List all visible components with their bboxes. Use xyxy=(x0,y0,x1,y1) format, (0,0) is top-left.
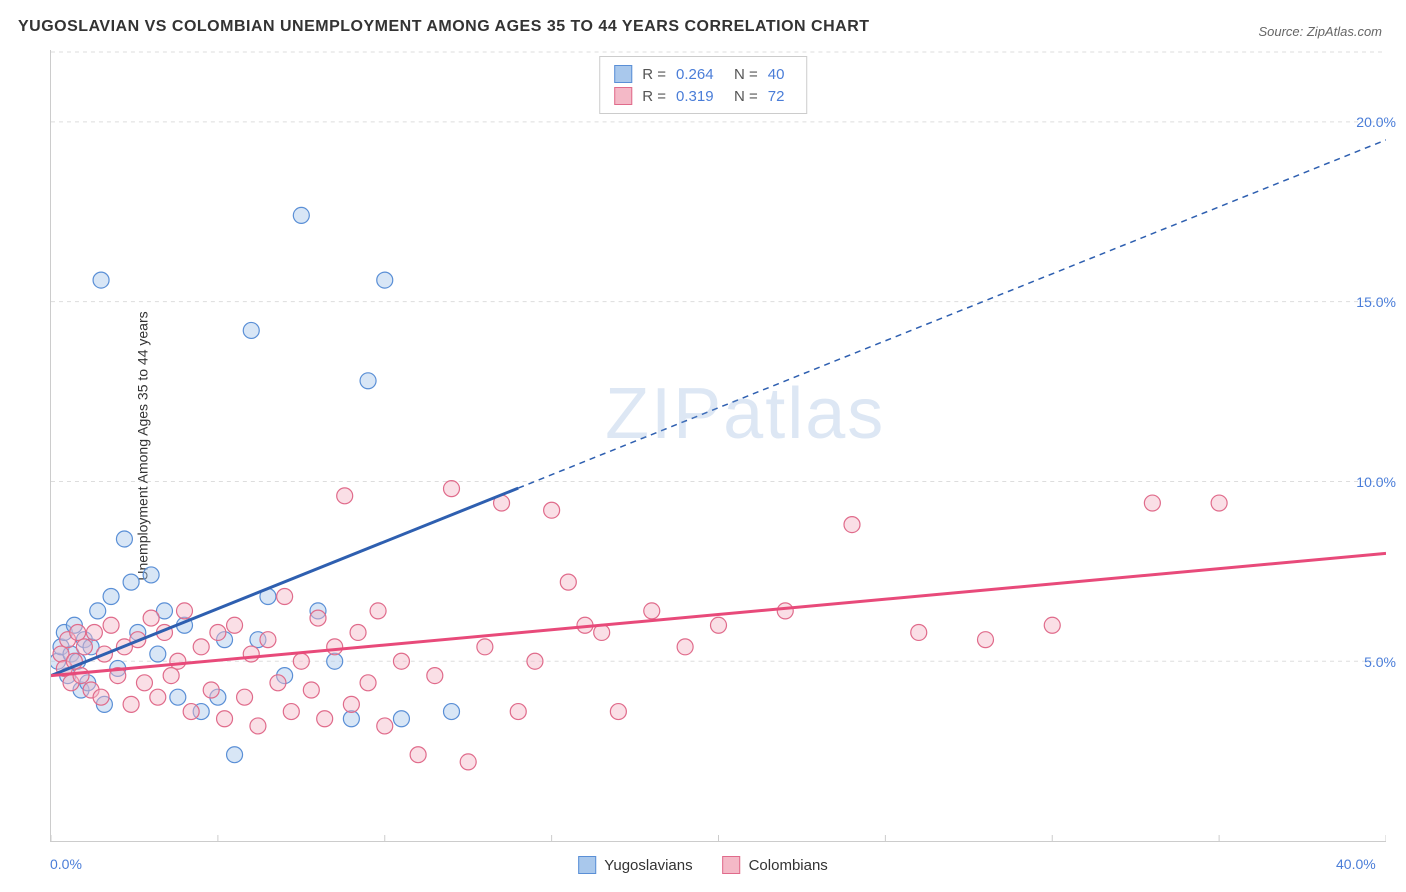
r-value: 0.264 xyxy=(676,66,724,83)
n-value: 40 xyxy=(768,66,792,83)
swatch-icon xyxy=(723,856,741,874)
y-tick-label: 15.0% xyxy=(1356,294,1396,310)
r-label: R = xyxy=(642,66,666,83)
n-value: 72 xyxy=(768,88,792,105)
stat-row-yugoslavians: R = 0.264 N = 40 xyxy=(614,63,792,85)
stat-row-colombians: R = 0.319 N = 72 xyxy=(614,85,792,107)
n-label: N = xyxy=(734,88,758,105)
y-tick-label: 20.0% xyxy=(1356,114,1396,130)
bottom-legend: Yugoslavians Colombians xyxy=(578,856,828,874)
swatch-icon xyxy=(614,65,632,83)
y-tick-label: 5.0% xyxy=(1364,654,1396,670)
swatch-icon xyxy=(578,856,596,874)
scatter-plot-svg xyxy=(51,50,1386,841)
legend-label: Yugoslavians xyxy=(604,857,692,874)
legend-item-colombians: Colombians xyxy=(723,856,828,874)
x-tick-label: 0.0% xyxy=(50,856,82,872)
y-tick-label: 10.0% xyxy=(1356,474,1396,490)
n-label: N = xyxy=(734,66,758,83)
correlation-stats-box: R = 0.264 N = 40 R = 0.319 N = 72 xyxy=(599,56,807,114)
chart-title: YUGOSLAVIAN VS COLOMBIAN UNEMPLOYMENT AM… xyxy=(18,18,870,36)
x-tick-label: 40.0% xyxy=(1336,856,1376,872)
source-credit: Source: ZipAtlas.com xyxy=(1258,24,1382,39)
legend-label: Colombians xyxy=(749,857,828,874)
r-value: 0.319 xyxy=(676,88,724,105)
plot-area: ZIPatlas xyxy=(50,50,1386,842)
legend-item-yugoslavians: Yugoslavians xyxy=(578,856,692,874)
r-label: R = xyxy=(642,88,666,105)
swatch-icon xyxy=(614,87,632,105)
